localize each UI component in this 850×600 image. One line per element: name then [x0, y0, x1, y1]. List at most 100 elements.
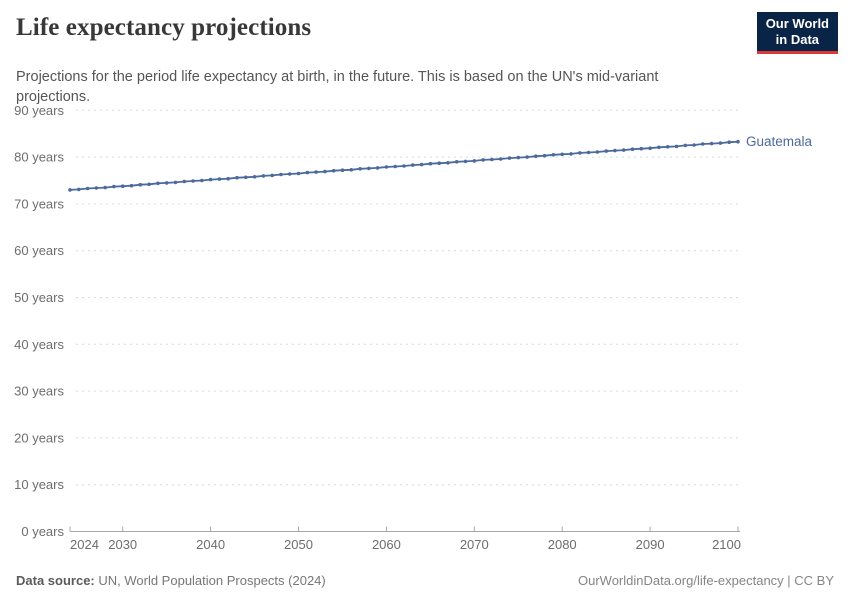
data-point[interactable]	[349, 168, 354, 172]
data-point[interactable]	[68, 188, 72, 192]
data-point[interactable]	[112, 184, 116, 189]
data-point[interactable]	[323, 169, 327, 174]
data-point[interactable]	[516, 155, 521, 160]
data-point[interactable]	[375, 166, 380, 170]
data-point[interactable]	[191, 179, 195, 183]
x-axis-tick-label: 2070	[460, 537, 489, 552]
data-point[interactable]	[419, 162, 424, 167]
data-point[interactable]	[595, 150, 600, 154]
data-point[interactable]	[621, 148, 626, 152]
y-axis-tick-label: 20 years	[14, 430, 64, 445]
data-point[interactable]	[411, 163, 415, 167]
data-point[interactable]	[481, 158, 485, 162]
data-point[interactable]	[498, 157, 503, 161]
data-point[interactable]	[103, 185, 107, 190]
data-point[interactable]	[718, 141, 723, 145]
data-point[interactable]	[261, 174, 266, 178]
data-point[interactable]	[569, 152, 573, 156]
data-point[interactable]	[551, 153, 556, 157]
footer-citation-link[interactable]: OurWorldinData.org/life-expectancy | CC …	[577, 573, 834, 588]
data-point[interactable]	[604, 149, 608, 153]
data-point[interactable]	[279, 172, 283, 177]
data-point[interactable]	[244, 175, 248, 180]
data-point[interactable]	[358, 167, 362, 171]
y-axis-tick-label: 50 years	[14, 290, 64, 305]
data-point[interactable]	[525, 155, 529, 159]
data-point[interactable]	[428, 161, 433, 166]
data-point[interactable]	[437, 161, 442, 165]
data-point[interactable]	[252, 175, 257, 179]
data-point[interactable]	[226, 176, 230, 181]
data-point[interactable]	[94, 186, 99, 190]
y-axis-tick-label: 10 years	[14, 477, 64, 492]
data-point[interactable]	[534, 154, 538, 158]
data-point[interactable]	[138, 182, 143, 187]
data-point[interactable]	[305, 170, 310, 175]
x-axis-tick-label: 2050	[284, 537, 313, 552]
data-point[interactable]	[613, 148, 617, 153]
data-point[interactable]	[173, 180, 178, 185]
owid-logo-line1: Our World	[765, 16, 829, 31]
data-point[interactable]	[156, 181, 160, 186]
data-point[interactable]	[648, 146, 652, 150]
series-label-guatemala[interactable]: Guatemala	[746, 134, 813, 149]
data-point[interactable]	[331, 168, 336, 173]
x-axis-tick-label: 2040	[196, 537, 225, 552]
data-point[interactable]	[463, 159, 468, 164]
data-point[interactable]	[560, 152, 564, 157]
data-point[interactable]	[393, 164, 398, 169]
x-axis-tick-label: 2030	[108, 537, 137, 552]
data-point[interactable]	[147, 182, 151, 187]
data-point[interactable]	[182, 179, 187, 184]
data-source-text: UN, World Population Prospects (2024)	[94, 573, 326, 588]
data-point[interactable]	[235, 175, 239, 180]
x-axis-tick-label: 2100	[712, 537, 741, 552]
data-point[interactable]	[120, 184, 125, 188]
data-point[interactable]	[217, 177, 222, 181]
data-point[interactable]	[446, 161, 450, 165]
data-point[interactable]	[208, 177, 213, 182]
data-point[interactable]	[384, 165, 389, 169]
data-point[interactable]	[578, 151, 582, 155]
data-point[interactable]	[472, 159, 477, 163]
data-point[interactable]	[402, 164, 406, 168]
data-point[interactable]	[340, 168, 345, 172]
data-point[interactable]	[639, 146, 644, 151]
data-point[interactable]	[454, 160, 459, 164]
data-point[interactable]	[200, 178, 204, 183]
data-point[interactable]	[314, 170, 318, 174]
data-point[interactable]	[270, 173, 275, 178]
data-point[interactable]	[701, 142, 705, 146]
data-point[interactable]	[164, 181, 169, 185]
data-point[interactable]	[367, 166, 371, 171]
data-point[interactable]	[129, 183, 134, 188]
y-axis-tick-label: 30 years	[14, 384, 64, 399]
data-point[interactable]	[692, 143, 696, 147]
chart-footer: Data source: UN, World Population Prospe…	[16, 573, 834, 588]
data-point[interactable]	[665, 145, 670, 149]
y-axis-tick-label: 80 years	[14, 150, 64, 165]
owid-logo[interactable]: Our World in Data	[756, 12, 838, 54]
data-point[interactable]	[674, 144, 679, 149]
data-point[interactable]	[542, 153, 547, 158]
data-point[interactable]	[490, 157, 494, 162]
x-axis-tick-label: 2060	[372, 537, 401, 552]
data-point[interactable]	[586, 150, 591, 155]
data-point[interactable]	[630, 147, 635, 151]
data-point[interactable]	[507, 156, 512, 160]
data-point[interactable]	[287, 172, 292, 176]
data-point[interactable]	[296, 171, 301, 176]
data-point[interactable]	[657, 145, 661, 150]
data-point[interactable]	[85, 186, 90, 191]
y-axis-tick-label: 60 years	[14, 243, 64, 258]
x-axis-tick-label: 2080	[548, 537, 577, 552]
data-source-label: Data source:	[16, 573, 95, 588]
y-axis-tick-label: 0 years	[21, 524, 64, 539]
chart-title: Life expectancy projections	[16, 14, 312, 41]
data-point[interactable]	[727, 140, 731, 144]
data-point[interactable]	[736, 139, 740, 144]
data-point[interactable]	[683, 143, 688, 148]
data-point[interactable]	[77, 187, 81, 192]
data-point[interactable]	[709, 141, 714, 146]
